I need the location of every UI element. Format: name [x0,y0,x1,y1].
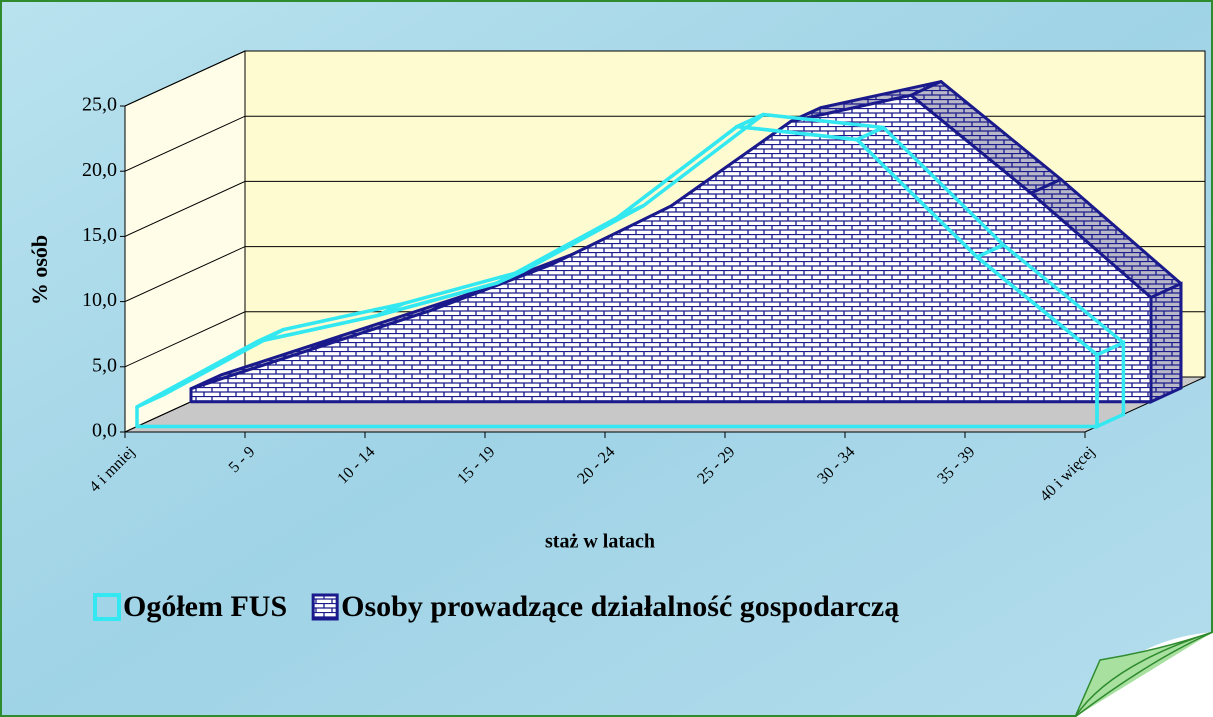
y-tick-label: 25,0 [82,94,117,116]
y-tick-label: 0,0 [92,420,117,442]
area-end [1149,281,1183,405]
legend-label: Ogółem FUS [123,590,287,623]
y-tick-label: 10,0 [82,289,117,311]
y-axis-title: % osób [27,235,52,305]
y-tick-label: 20,0 [82,159,117,181]
x-axis-title: staż w latach [545,531,655,553]
y-tick-label: 5,0 [92,354,117,376]
grid-line [124,50,1205,107]
area [135,124,1099,429]
y-tick-label: 15,0 [82,224,117,246]
page-curl [1074,631,1213,717]
legend-swatch [93,593,121,621]
area [189,93,1153,404]
legend-label: Osoby prowadzące działalność gospodarczą [341,590,899,623]
legend-swatch [311,593,339,621]
